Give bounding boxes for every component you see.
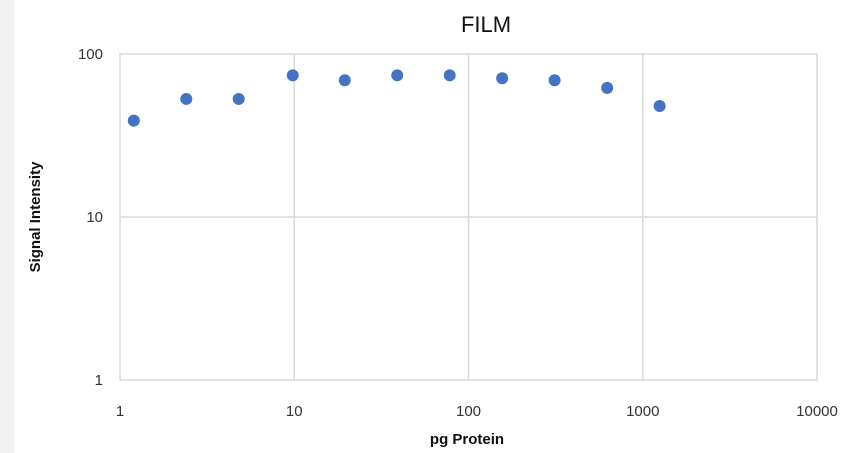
x-tick-label: 1: [116, 403, 124, 420]
data-points: [127, 69, 666, 127]
x-tick-label: 100: [456, 403, 481, 420]
data-point: [601, 81, 614, 94]
chart-title: FILM: [461, 12, 511, 37]
x-axis-label: pg Protein: [430, 431, 504, 448]
plot-area-border: [119, 53, 818, 381]
data-point: [443, 69, 456, 82]
x-tick-label: 10000: [796, 403, 838, 420]
data-point: [391, 69, 404, 82]
data-point: [496, 72, 509, 85]
data-point: [180, 92, 193, 105]
x-tick-labels: 1 10 100 1000 10000: [116, 403, 838, 420]
y-tick-label: 1: [95, 372, 103, 389]
grid-lines: [120, 54, 817, 380]
data-point: [286, 69, 299, 82]
x-tick-label: 10: [286, 403, 303, 420]
data-point: [232, 92, 245, 105]
data-point: [548, 74, 561, 87]
y-tick-labels: 1 10 100: [78, 46, 103, 389]
data-point: [653, 99, 666, 112]
data-point: [338, 74, 351, 87]
y-axis-label: Signal Intensity: [27, 161, 44, 273]
axes: [119, 53, 818, 381]
left-margin-strip: [0, 0, 14, 453]
data-point: [127, 114, 140, 127]
x-tick-label: 1000: [626, 403, 659, 420]
y-tick-label: 100: [78, 46, 103, 63]
y-tick-label: 10: [86, 209, 103, 226]
